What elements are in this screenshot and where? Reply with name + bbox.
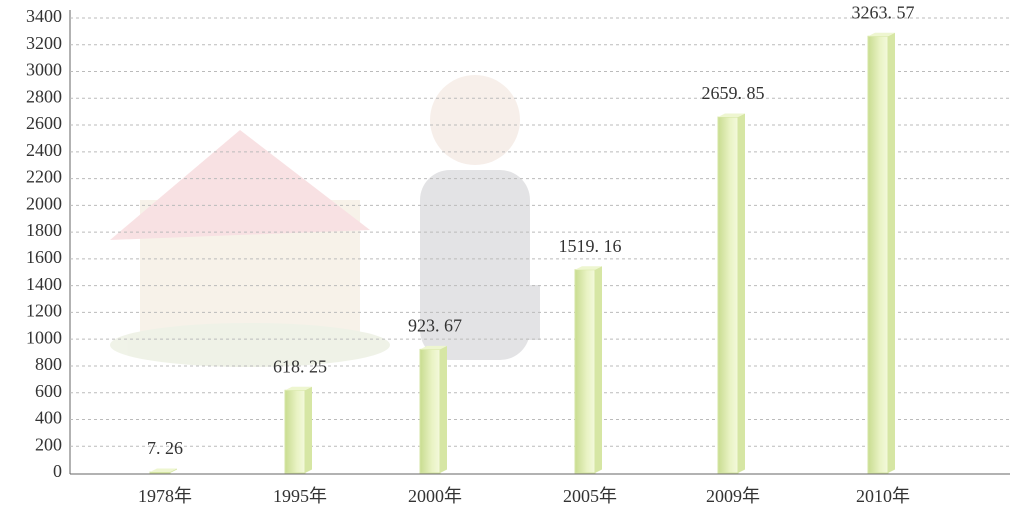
y-tick-label: 1000: [26, 327, 62, 347]
value-label: 923. 67: [408, 316, 462, 336]
bar-side: [595, 266, 602, 473]
y-tick-label: 1400: [26, 274, 62, 294]
bar: [575, 270, 595, 473]
x-tick-label: 1978年: [138, 486, 192, 506]
bar: [285, 390, 305, 473]
y-tick-label: 800: [35, 354, 62, 374]
bar: [868, 36, 888, 473]
bar: [718, 117, 738, 473]
y-tick-label: 1200: [26, 301, 62, 321]
y-tick-label: 3400: [26, 6, 62, 26]
y-tick-label: 600: [35, 381, 62, 401]
value-label: 1519. 16: [559, 236, 622, 256]
value-label: 618. 25: [273, 356, 327, 376]
value-label: 3263. 57: [852, 2, 915, 22]
y-tick-label: 3000: [26, 60, 62, 80]
y-tick-label: 0: [53, 461, 62, 481]
bar-side: [440, 346, 447, 473]
x-tick-label: 1995年: [273, 486, 327, 506]
bar: [150, 472, 170, 473]
y-tick-label: 2600: [26, 113, 62, 133]
bar: [420, 349, 440, 473]
bar-side: [738, 114, 745, 473]
y-tick-label: 1800: [26, 220, 62, 240]
y-tick-label: 2000: [26, 193, 62, 213]
value-label: 7. 26: [147, 438, 183, 458]
x-tick-label: 2010年: [856, 486, 910, 506]
chart: 0 200 400 600 800 1000 1200 1400 1600 1800 2000 220…: [0, 0, 1017, 516]
y-tick-label: 400: [35, 408, 62, 428]
y-tick-label: 2400: [26, 140, 62, 160]
y-tick-label: 1600: [26, 247, 62, 267]
y-tick-label: 3200: [26, 33, 62, 53]
value-label: 2659. 85: [702, 83, 765, 103]
y-tick-label: 2200: [26, 167, 62, 187]
x-tick-label: 2009年: [706, 486, 760, 506]
x-tick-label: 2005年: [563, 486, 617, 506]
bar-side: [305, 387, 312, 473]
x-tick-label: 2000年: [408, 486, 462, 506]
bar-side: [888, 33, 895, 473]
y-tick-label: 200: [35, 434, 62, 454]
background-illustration: [110, 75, 540, 367]
y-tick-label: 2800: [26, 86, 62, 106]
